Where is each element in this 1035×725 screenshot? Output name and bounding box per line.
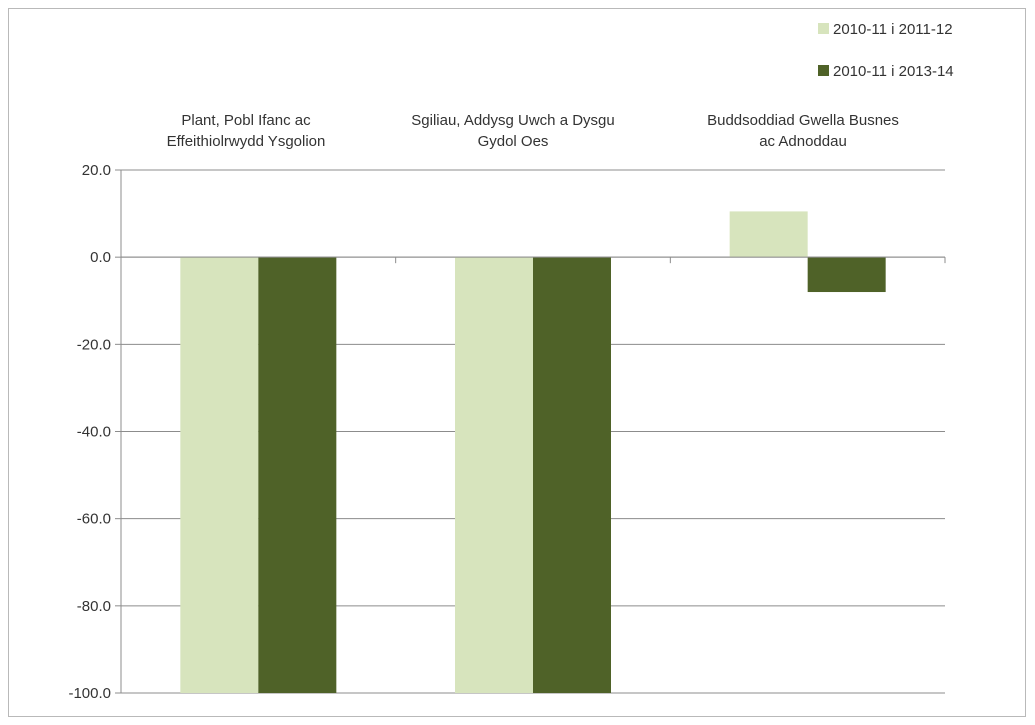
legend-label-2: 2010-11 i 2013-14 <box>833 63 954 80</box>
y-tick-label: -80.0 <box>77 598 111 615</box>
legend-swatch-2 <box>818 65 829 76</box>
bar-2-1 <box>258 257 337 693</box>
category-label: Buddsoddiad Gwella Busnes <box>707 112 899 129</box>
bar-1-1 <box>180 257 259 693</box>
bar-2-2 <box>533 257 611 693</box>
legend-swatch-1 <box>818 23 829 34</box>
bar-1-3 <box>729 211 808 258</box>
category-label: Sgiliau, Addysg Uwch a Dysgu <box>411 112 614 129</box>
category-label: Effeithiolrwydd Ysgolion <box>167 133 326 150</box>
category-label: Plant, Pobl Ifanc ac <box>181 112 311 129</box>
y-tick-label: 20.0 <box>82 162 111 179</box>
y-tick-label: -40.0 <box>77 424 111 441</box>
legend: 2010-11 i 2011-12 2010-11 i 2013-14 <box>818 21 954 80</box>
y-tick-label: 0.0 <box>90 249 111 266</box>
bar-2-3 <box>807 257 886 293</box>
legend-label-1: 2010-11 i 2011-12 <box>833 21 953 38</box>
category-label: Gydol Oes <box>478 133 549 150</box>
y-tick-label: -60.0 <box>77 511 111 528</box>
bars <box>180 211 886 693</box>
category-label: ac Adnoddau <box>759 133 847 150</box>
category-labels: Plant, Pobl Ifanc ac Effeithiolrwydd Ysgo… <box>167 112 899 150</box>
y-tick-label: -20.0 <box>77 336 111 353</box>
y-axis: 20.0 0.0 -20.0 -40.0 -60.0 -80.0 -100.0 <box>68 162 946 702</box>
bar-1-2 <box>455 257 533 693</box>
y-tick-label: -100.0 <box>68 685 111 702</box>
